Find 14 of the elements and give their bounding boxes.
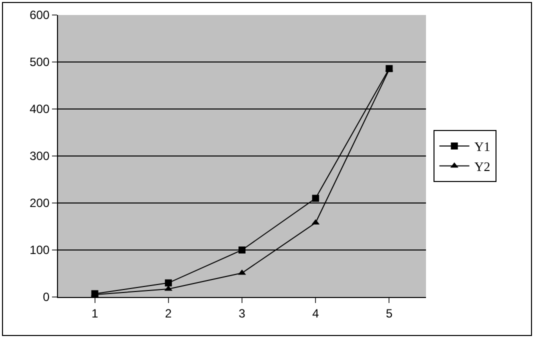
x-tick-label: 4	[312, 306, 320, 320]
y-tick-label: 300	[30, 149, 50, 164]
y-tick-label: 0	[42, 290, 50, 304]
y-tick-label: 200	[30, 196, 50, 210]
y-tick-label: 600	[30, 8, 50, 22]
y-tick-label: 400	[30, 102, 50, 116]
y-tick-label: 500	[30, 55, 50, 70]
x-tick-label: 3	[238, 306, 246, 320]
x-tick-label: 5	[386, 306, 393, 320]
legend-label: Y2	[474, 158, 490, 174]
legend-label: Y1	[474, 139, 490, 154]
y-tick-label: 100	[30, 243, 50, 258]
x-tick-label: 1	[91, 306, 98, 320]
x-tick-label: 2	[165, 306, 172, 320]
